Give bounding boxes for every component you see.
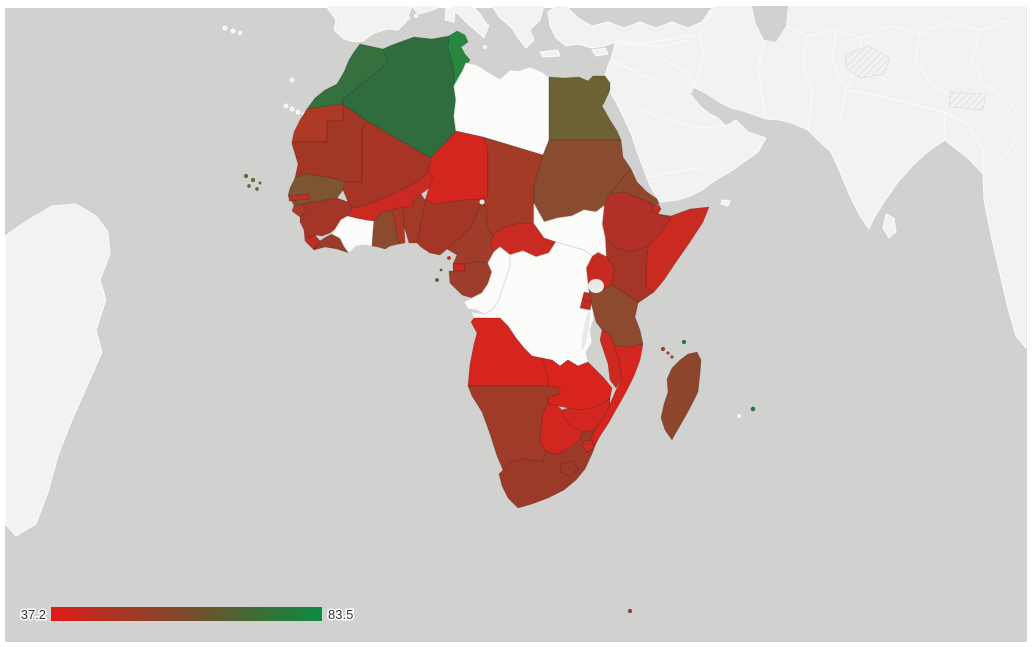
country-eswatini[interactable]: Eswatini (581, 439, 595, 453)
country-lesotho[interactable]: Lesotho (559, 460, 579, 478)
landmass-france-coast (411, 5, 443, 15)
island-bioko[interactable]: Equatorial Guinea (446, 255, 452, 261)
country-gambia[interactable]: Gambia (288, 193, 310, 202)
country-libya[interactable]: Libya (453, 62, 550, 156)
country-south-africa[interactable]: South Africa (498, 429, 596, 509)
lake-chad (479, 199, 485, 205)
country-equatorial-guinea[interactable]: Equatorial Guinea (452, 263, 466, 272)
background-borders (611, 19, 1017, 179)
africa-regions: Morocco Western Sahara Mauritania Senega… (287, 30, 710, 509)
island-sicily (472, 24, 490, 39)
country-somalia[interactable]: Somalia (645, 206, 710, 293)
island-crete (539, 49, 561, 58)
island-sardinia (444, 7, 456, 23)
caspian-sea (752, 6, 788, 42)
border-spain-portugal (340, 14, 344, 39)
country-tunisia[interactable]: Tunisia (447, 30, 471, 87)
island-cyprus (591, 47, 609, 57)
country-malawi[interactable]: Malawi (599, 329, 623, 389)
country-madagascar[interactable]: Madagascar (660, 351, 702, 441)
island-prince-edward[interactable]: Prince Edward Islands (South Africa) (627, 608, 633, 614)
country-djibouti[interactable]: Djibouti (650, 204, 662, 215)
country-cape-verde[interactable]: Cape Verde Cape Verde Cape Verde Cape Ve… (243, 173, 262, 191)
african-islands: Cape Verde Cape Verde Cape Verde Cape Ve… (243, 173, 756, 614)
country-comoros[interactable]: Comoros Comoros Comoros (660, 346, 674, 359)
country-egypt[interactable]: Egypt (548, 75, 622, 141)
country-mauritius[interactable]: Mauritius (750, 406, 756, 412)
lake-tanganyika (581, 310, 591, 350)
disputed-region-himalaya (948, 91, 987, 111)
country-sao-tome[interactable]: São Tomé and Príncipe São Tomé and Prínc… (434, 268, 443, 283)
persian-gulf (691, 88, 738, 120)
legend-min-label: 37.2 (21, 607, 46, 622)
country-tanzania[interactable]: Tanzania (587, 284, 644, 351)
country-burundi[interactable]: Burundi (579, 299, 593, 311)
legend-gradient-bar[interactable] (51, 607, 322, 621)
lake-victoria (588, 279, 604, 293)
landmass-south-america (4, 203, 111, 537)
landmass-asia-middle-east-india (604, 5, 1027, 349)
color-axis-legend: 37.2 83.5 (19, 606, 355, 624)
island-reunion[interactable]: Réunion (736, 413, 742, 419)
island-socotra (720, 199, 731, 207)
country-south-sudan[interactable]: South Sudan (533, 203, 607, 257)
disputed-region-kashmir (844, 45, 891, 79)
atlantic-islands (222, 14, 487, 117)
legend-max-label: 83.5 (328, 607, 353, 622)
landmass-balkans-greece (491, 5, 545, 49)
country-seychelles[interactable]: Seychelles (681, 339, 687, 345)
island-sri-lanka (882, 213, 897, 239)
background-landmasses (4, 5, 1027, 537)
country-ghana[interactable]: Ghana (371, 209, 400, 250)
